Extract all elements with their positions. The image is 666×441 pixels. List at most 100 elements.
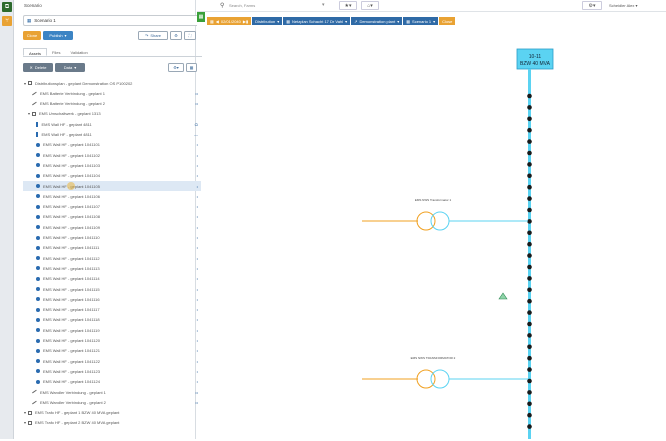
feeder-node[interactable] xyxy=(527,139,532,144)
tree-row[interactable]: EMS Wandler Verbindung - geplant 2 •• xyxy=(23,397,201,407)
row-action-icon[interactable]: • xyxy=(196,224,198,230)
feeder-node[interactable] xyxy=(527,333,532,338)
row-action-icon[interactable]: •• xyxy=(195,399,198,405)
row-action-icon[interactable]: • xyxy=(196,296,198,302)
favorites-button[interactable]: ★▾ xyxy=(339,1,357,10)
row-action-icon[interactable]: • xyxy=(196,152,198,158)
tree-row[interactable]: EMS Wall HF - geplant 4811 — xyxy=(23,130,201,140)
tree-row[interactable]: EMS Wall HF - geplant 1041120 • xyxy=(23,336,201,346)
transformer-2-primary[interactable] xyxy=(416,369,436,389)
tree-row[interactable]: EMS Wall HF - geplant 1041121 • xyxy=(23,346,201,356)
publish-button[interactable]: Publish ▾ xyxy=(43,31,73,40)
row-action-icon[interactable]: • xyxy=(196,348,198,354)
row-action-icon[interactable]: • xyxy=(196,204,198,210)
crumb-distribution[interactable]: Distribution ▾ xyxy=(252,17,283,25)
data-dropdown-button[interactable]: Data ▾ xyxy=(55,63,85,72)
feeder-node[interactable] xyxy=(527,93,532,99)
feeder-node[interactable] xyxy=(527,241,532,247)
tree-row[interactable]: EMS Wall HF - geplant 1041123 • xyxy=(23,366,201,376)
tree-row[interactable]: EMS Wall HF - geplant 1041110 • xyxy=(23,233,201,243)
tab-validation[interactable]: Validation xyxy=(70,50,88,55)
tree-row[interactable]: EMS Batterie Verbindung - geplant 1 •• xyxy=(23,88,201,98)
row-action-icon[interactable]: • xyxy=(196,235,198,240)
collapse-tree-button[interactable]: ▦ xyxy=(186,63,197,72)
row-action-icon[interactable]: • xyxy=(196,358,198,364)
feeder-node[interactable] xyxy=(527,219,532,224)
tree-row[interactable]: EMS Wandler Verbindung - geplant 1 •• xyxy=(23,387,201,397)
tree-row[interactable]: EMS Wall HF - geplant 1041101 • xyxy=(23,140,201,150)
tree-row[interactable]: EMS Batterie Verbindung - geplant 2 •• xyxy=(23,99,201,109)
tree-row[interactable]: EMS Wall HF - geplant 4811 ⬭ xyxy=(23,119,201,129)
tree-row[interactable]: EMS Wall HF - geplant 1041112 • xyxy=(23,253,201,263)
tab-assets[interactable]: Assets xyxy=(23,48,48,56)
row-action-icon[interactable]: • xyxy=(196,173,198,179)
feeder-node[interactable] xyxy=(527,310,532,315)
row-action-icon[interactable]: • xyxy=(196,193,198,199)
row-action-icon[interactable]: ⬭ xyxy=(194,121,198,127)
row-action-icon[interactable]: • xyxy=(196,286,198,292)
row-action-icon[interactable]: • xyxy=(196,255,198,261)
clone-button[interactable]: Clone xyxy=(23,31,41,40)
feeder-node[interactable] xyxy=(527,116,532,122)
search-input[interactable]: Search, Farms xyxy=(229,3,256,8)
chevron-down-icon[interactable]: ▾ xyxy=(28,111,31,117)
feeder-node[interactable] xyxy=(527,264,532,270)
feeder-node[interactable] xyxy=(527,321,532,327)
settings-button[interactable]: ⚙ xyxy=(170,31,182,40)
row-action-icon[interactable]: • xyxy=(196,368,198,374)
tree-row[interactable]: ▾ EMS Trafo HF - geplant 2 BZW 40 MVA gep… xyxy=(23,418,201,428)
tree-row[interactable]: EMS Wall HF - geplant 1041104 • xyxy=(23,171,201,181)
close-scenario-button[interactable]: Close xyxy=(439,17,456,25)
feeder-node[interactable] xyxy=(527,276,532,281)
chevron-down-icon[interactable]: ▾ xyxy=(24,80,27,86)
diagram-canvas[interactable]: 10-11 BZW 40 MVA EMS NWS Transformator 1… xyxy=(197,28,666,439)
crumb-demonstration[interactable]: ↗ Demonstration plant ▾ xyxy=(351,17,403,25)
row-action-icon[interactable]: • xyxy=(196,183,198,189)
year-prev[interactable]: ◀ xyxy=(215,18,219,24)
feeder-node[interactable] xyxy=(527,355,532,361)
row-action-icon[interactable]: •• xyxy=(195,90,198,96)
feeder-node[interactable] xyxy=(527,298,532,304)
feeder-node[interactable] xyxy=(527,401,532,407)
chevron-down-icon[interactable]: ▾ xyxy=(24,410,27,416)
feeder-node[interactable] xyxy=(527,127,532,133)
row-action-icon[interactable]: • xyxy=(196,214,198,220)
feeder-node[interactable] xyxy=(527,253,532,258)
settings-menu-button[interactable]: ⚙▾ xyxy=(582,1,602,10)
user-menu[interactable]: Scheidler Alex ▾ xyxy=(609,3,638,8)
tree-row[interactable]: EMS Wall HF - geplant 1041124 • xyxy=(23,377,201,387)
tree-row[interactable]: EMS Wall HF - geplant 1041114 • xyxy=(23,274,201,284)
feeder-node[interactable] xyxy=(527,424,532,429)
fullscreen-button[interactable]: ⛶ xyxy=(184,31,196,40)
feeder-node[interactable] xyxy=(527,150,532,156)
feeder-node[interactable] xyxy=(527,367,532,372)
tree-row[interactable]: EMS Wall HF - geplant 1041122 • xyxy=(23,356,201,366)
feeder-node[interactable] xyxy=(527,184,532,190)
crumb-netzplan[interactable]: ▦ Netzplan Schacht 17 Dr Vahl ▾ xyxy=(283,17,351,25)
row-action-icon[interactable]: — xyxy=(194,132,198,137)
feeder-node[interactable] xyxy=(527,412,532,418)
network-icon[interactable]: ⑂ xyxy=(2,16,12,26)
feeder-node[interactable] xyxy=(527,196,532,201)
feeder-node[interactable] xyxy=(527,105,532,110)
tree-row[interactable]: EMS Wall HF - geplant 1041119 • xyxy=(23,325,201,335)
search-dropdown-icon[interactable]: ▾ xyxy=(322,2,325,8)
feeder-node[interactable] xyxy=(527,287,532,293)
tree-row[interactable]: EMS Wall HF - geplant 1041108 • xyxy=(23,212,201,222)
scenario-select[interactable]: ▦ Scenario 1 xyxy=(23,15,202,26)
tree-settings-button[interactable]: ⚙▾ xyxy=(168,63,184,72)
crumb-scenario[interactable]: ▦ Scenario 1 ▾ xyxy=(403,17,439,25)
delete-button[interactable]: ✕ Delete xyxy=(23,63,53,72)
row-action-icon[interactable]: • xyxy=(196,317,198,323)
feeder-node[interactable] xyxy=(527,390,532,395)
tree-row[interactable]: EMS Wall HF - geplant 1041105• xyxy=(23,181,201,191)
row-action-icon[interactable]: • xyxy=(196,276,198,282)
row-action-icon[interactable]: • xyxy=(196,338,198,343)
row-action-icon[interactable]: •• xyxy=(195,101,198,107)
transformer-1-primary[interactable] xyxy=(416,211,436,231)
tree-row[interactable]: EMS Wall HF - geplant 1041111 • xyxy=(23,243,201,253)
tree-row[interactable]: ▾ Distributionsplan - geplant Demonstrati… xyxy=(23,78,201,88)
feeder-node[interactable] xyxy=(527,162,532,167)
row-action-icon[interactable]: • xyxy=(196,265,198,271)
row-action-icon[interactable]: • xyxy=(196,162,198,168)
